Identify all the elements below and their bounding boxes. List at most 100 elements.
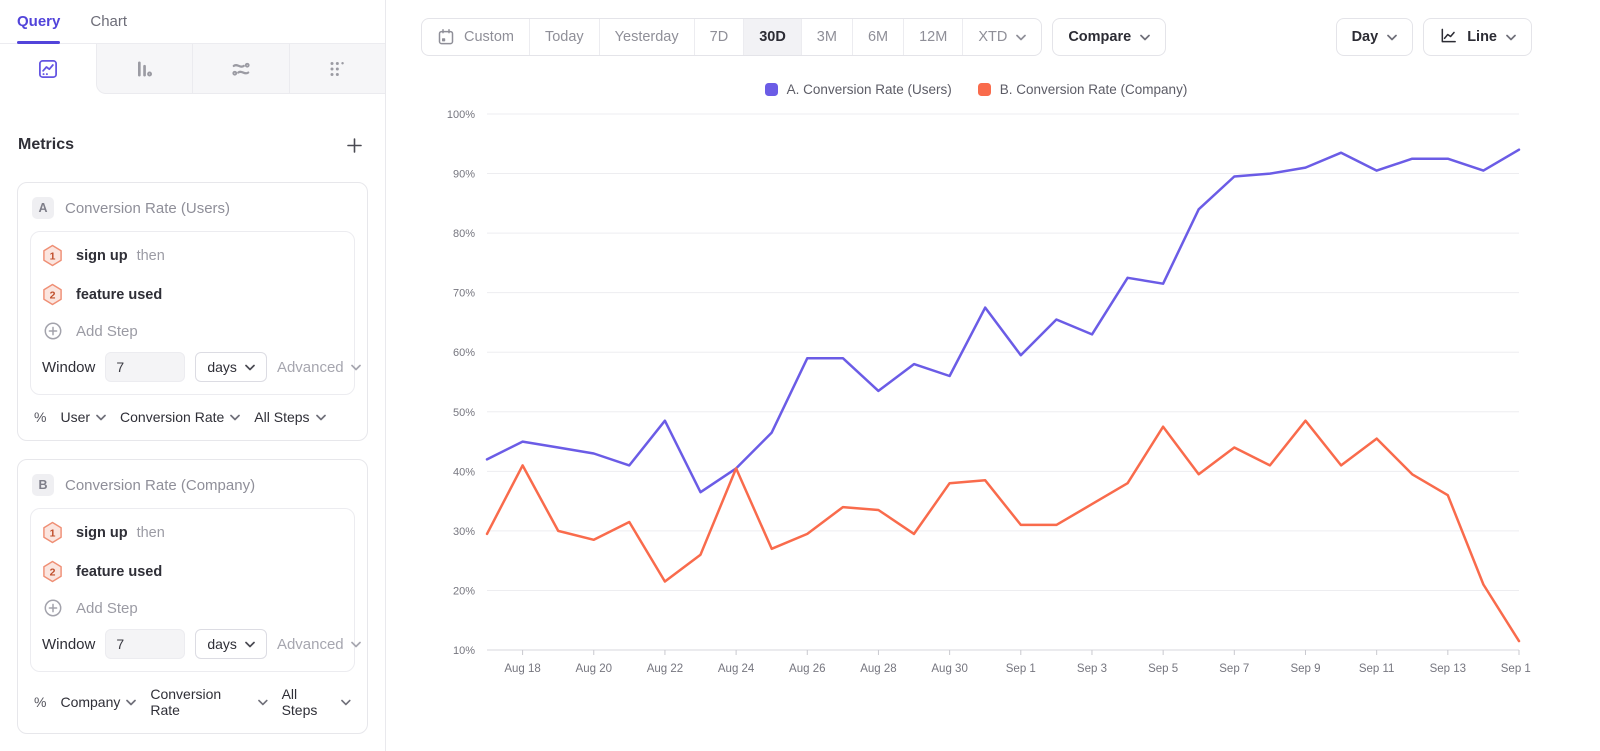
dropdown-label: Company bbox=[60, 694, 121, 710]
svg-text:Sep 1: Sep 1 bbox=[1006, 663, 1036, 675]
add-metric-button[interactable] bbox=[346, 137, 363, 154]
chevron-down-icon bbox=[1016, 34, 1027, 40]
window-value-input[interactable] bbox=[105, 352, 186, 382]
measure-steps-select[interactable]: All Steps bbox=[282, 686, 351, 718]
tab-query-label: Query bbox=[17, 13, 61, 30]
add-step-button[interactable]: Add Step bbox=[42, 314, 343, 352]
metric-card-a: A Conversion Rate (Users) 1 sign up then 2 fea… bbox=[17, 182, 368, 441]
chart-type-bar-chart[interactable] bbox=[95, 44, 192, 94]
y-axis-labels: 100% 90% 80% 70% 60% 50% 40% 30% 20% 10% bbox=[447, 109, 475, 657]
range-label: 6M bbox=[867, 29, 889, 45]
conversion-window-row: Window days Advanced bbox=[42, 352, 361, 382]
chart-type-flow-chart[interactable] bbox=[192, 44, 289, 94]
range-today[interactable]: Today bbox=[530, 19, 600, 55]
chevron-down-icon bbox=[126, 699, 137, 705]
gridlines bbox=[487, 113, 1519, 651]
measure-type-select[interactable]: Conversion Rate bbox=[120, 409, 241, 425]
funnel-step-2[interactable]: 2 feature used bbox=[42, 275, 343, 314]
line-chart[interactable]: 100% 90% 80% 70% 60% 50% 40% 30% 20% 10% Aug 18 Aug… bbox=[421, 97, 1600, 702]
measure-steps-select[interactable]: All Steps bbox=[254, 409, 326, 425]
chart-type-selector bbox=[0, 44, 385, 94]
legend-item-a[interactable]: A. Conversion Rate (Users) bbox=[764, 82, 952, 97]
step-event-label: sign up bbox=[76, 524, 128, 541]
svg-text:10%: 10% bbox=[453, 645, 475, 657]
svg-text:Aug 24: Aug 24 bbox=[718, 663, 755, 675]
range-30d[interactable]: 30D bbox=[744, 19, 802, 55]
chevron-down-icon bbox=[1140, 34, 1151, 41]
range-label: 30D bbox=[759, 29, 786, 45]
window-unit-select[interactable]: days bbox=[195, 352, 267, 382]
series-line-b bbox=[485, 419, 1521, 643]
step-then-label: then bbox=[136, 524, 165, 541]
metrics-title: Metrics bbox=[18, 136, 75, 153]
advanced-toggle[interactable]: Advanced bbox=[277, 636, 363, 653]
compare-button[interactable]: Compare bbox=[1052, 18, 1167, 56]
range-yesterday[interactable]: Yesterday bbox=[600, 19, 695, 55]
measure-type-select[interactable]: Conversion Rate bbox=[150, 686, 268, 718]
svg-text:Sep 7: Sep 7 bbox=[1219, 663, 1249, 675]
percent-symbol: % bbox=[34, 409, 47, 425]
retention-grid-icon bbox=[330, 61, 345, 76]
svg-text:80%: 80% bbox=[453, 228, 475, 240]
window-unit-select[interactable]: days bbox=[195, 629, 267, 659]
legend-item-b[interactable]: B. Conversion Rate (Company) bbox=[977, 82, 1187, 97]
metric-letter-badge: B bbox=[32, 474, 54, 496]
chart-style-button[interactable]: Line bbox=[1423, 18, 1532, 56]
legend-swatch bbox=[764, 83, 778, 96]
chevron-down-icon bbox=[230, 414, 241, 420]
chevron-down-icon bbox=[350, 364, 361, 370]
svg-text:Sep 13: Sep 13 bbox=[1430, 663, 1466, 675]
dropdown-label: All Steps bbox=[281, 686, 318, 718]
add-step-icon bbox=[44, 599, 62, 617]
funnel-step-1[interactable]: 1 sign up then bbox=[42, 236, 343, 275]
series-line-a bbox=[485, 148, 1521, 494]
svg-text:40%: 40% bbox=[453, 466, 475, 478]
metrics-header: Metrics bbox=[0, 94, 385, 154]
advanced-toggle[interactable]: Advanced bbox=[277, 359, 363, 376]
measure-entity-select[interactable]: User bbox=[60, 409, 106, 425]
add-step-button[interactable]: Add Step bbox=[42, 591, 343, 629]
chart-legend: A. Conversion Rate (Users) B. Conversion … bbox=[421, 82, 1531, 97]
svg-text:50%: 50% bbox=[453, 407, 475, 419]
chevron-down-icon bbox=[350, 641, 361, 647]
window-unit-label: days bbox=[207, 636, 237, 652]
svg-text:20%: 20% bbox=[453, 585, 475, 597]
tab-chart[interactable]: Chart bbox=[90, 0, 127, 43]
range-label: 7D bbox=[709, 29, 729, 45]
range-custom[interactable]: Custom bbox=[422, 19, 530, 55]
range-label: Custom bbox=[464, 29, 514, 45]
legend-label: A. Conversion Rate (Users) bbox=[786, 82, 952, 97]
step-then-label: then bbox=[136, 247, 165, 264]
granularity-button[interactable]: Day bbox=[1335, 18, 1414, 56]
window-value-input[interactable] bbox=[105, 629, 186, 659]
metric-card-header: A Conversion Rate (Users) bbox=[32, 197, 355, 219]
compare-label: Compare bbox=[1068, 29, 1132, 45]
line-chart-icon bbox=[1439, 26, 1458, 49]
chart-type-retention-grid[interactable] bbox=[288, 44, 385, 94]
measure-row: % User Conversion Rate All Steps bbox=[30, 395, 355, 440]
measure-entity-select[interactable]: Company bbox=[60, 694, 137, 710]
tab-query[interactable]: Query bbox=[17, 0, 61, 44]
metric-card-b: B Conversion Rate (Company) 1 sign up then 2 f… bbox=[17, 459, 368, 734]
range-12m[interactable]: 12M bbox=[904, 19, 964, 55]
range-xtd[interactable]: XTD bbox=[963, 19, 1041, 55]
bar-chart-icon bbox=[138, 61, 153, 76]
svg-text:2: 2 bbox=[50, 566, 56, 578]
chart-type-line-chart[interactable] bbox=[0, 44, 96, 94]
range-3m[interactable]: 3M bbox=[802, 19, 853, 55]
svg-text:60%: 60% bbox=[453, 347, 475, 359]
window-label: Window bbox=[42, 358, 96, 376]
funnel-step-2[interactable]: 2 feature used bbox=[42, 552, 343, 591]
svg-text:Aug 18: Aug 18 bbox=[504, 663, 540, 675]
line-chart-svg: 100%90%80%70%60%50%40%30%20%10%Aug 18 Aug… bbox=[447, 109, 1537, 675]
svg-text:Sep 9: Sep 9 bbox=[1290, 663, 1320, 675]
funnel-step-1[interactable]: 1 sign up then bbox=[42, 513, 343, 552]
chevron-down-icon bbox=[1140, 29, 1151, 45]
range-7d[interactable]: 7D bbox=[695, 19, 745, 55]
svg-text:30%: 30% bbox=[453, 526, 475, 538]
metric-title: Conversion Rate (Users) bbox=[65, 199, 231, 217]
range-6m[interactable]: 6M bbox=[853, 19, 905, 55]
svg-text:90%: 90% bbox=[453, 169, 475, 181]
calendar-icon bbox=[438, 29, 454, 45]
svg-text:70%: 70% bbox=[453, 288, 475, 300]
